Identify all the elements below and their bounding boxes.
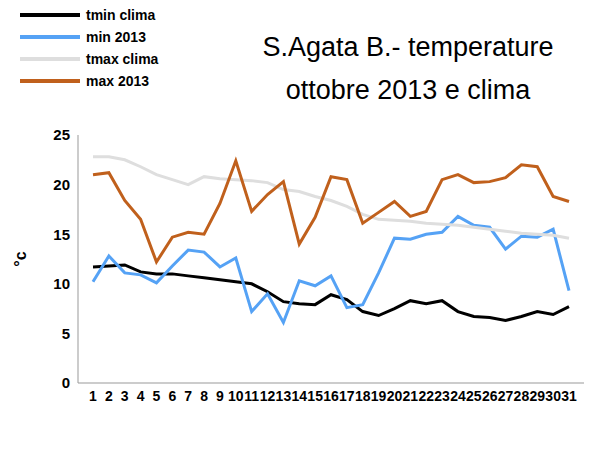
svg-text:17: 17: [339, 388, 355, 404]
svg-text:2: 2: [105, 388, 113, 404]
svg-text:25: 25: [53, 126, 70, 143]
svg-text:11: 11: [244, 388, 259, 404]
svg-text:24: 24: [450, 388, 466, 404]
svg-text:9: 9: [216, 388, 224, 404]
svg-text:7: 7: [184, 388, 192, 404]
svg-text:27: 27: [498, 388, 514, 404]
svg-text:30: 30: [545, 388, 561, 404]
svg-text:28: 28: [514, 388, 530, 404]
svg-text:0: 0: [62, 374, 70, 391]
svg-text:3: 3: [121, 388, 129, 404]
svg-text:4: 4: [137, 388, 145, 404]
svg-text:19: 19: [371, 388, 387, 404]
svg-text:26: 26: [482, 388, 498, 404]
svg-text:10: 10: [228, 388, 244, 404]
svg-text:20: 20: [387, 388, 403, 404]
html-text:max 2013: max 2013: [86, 73, 150, 89]
svg-text:25: 25: [466, 388, 482, 404]
svg-text:15: 15: [53, 226, 70, 243]
html-text:tmin clima: tmin clima: [86, 7, 156, 23]
svg-text:1: 1: [89, 388, 97, 404]
html-text:tmax clima: tmax clima: [86, 51, 159, 67]
svg-text:31: 31: [561, 388, 577, 404]
svg-text:22: 22: [418, 388, 434, 404]
svg-text:12: 12: [260, 388, 276, 404]
html-text:min 2013: min 2013: [86, 29, 146, 45]
svg-text:16: 16: [323, 388, 339, 404]
svg-text:5: 5: [153, 388, 161, 404]
svg-text:23: 23: [434, 388, 450, 404]
svg-text:18: 18: [355, 388, 371, 404]
svg-text:29: 29: [529, 388, 545, 404]
svg-text:10: 10: [53, 275, 70, 292]
svg-text:21: 21: [403, 388, 419, 404]
svg-text:5: 5: [62, 325, 70, 342]
svg-text:8: 8: [200, 388, 208, 404]
svg-text:15: 15: [307, 388, 323, 404]
svg-text:13: 13: [276, 388, 292, 404]
svg-text:14: 14: [291, 388, 307, 404]
svg-text:20: 20: [53, 176, 70, 193]
html-text:S.Agata B.- temperature ottobr: S.Agata B.- temperature ottobre 2013 e c…: [262, 32, 554, 105]
svg-text:°c: °c: [12, 251, 29, 266]
svg-text:6: 6: [168, 388, 176, 404]
